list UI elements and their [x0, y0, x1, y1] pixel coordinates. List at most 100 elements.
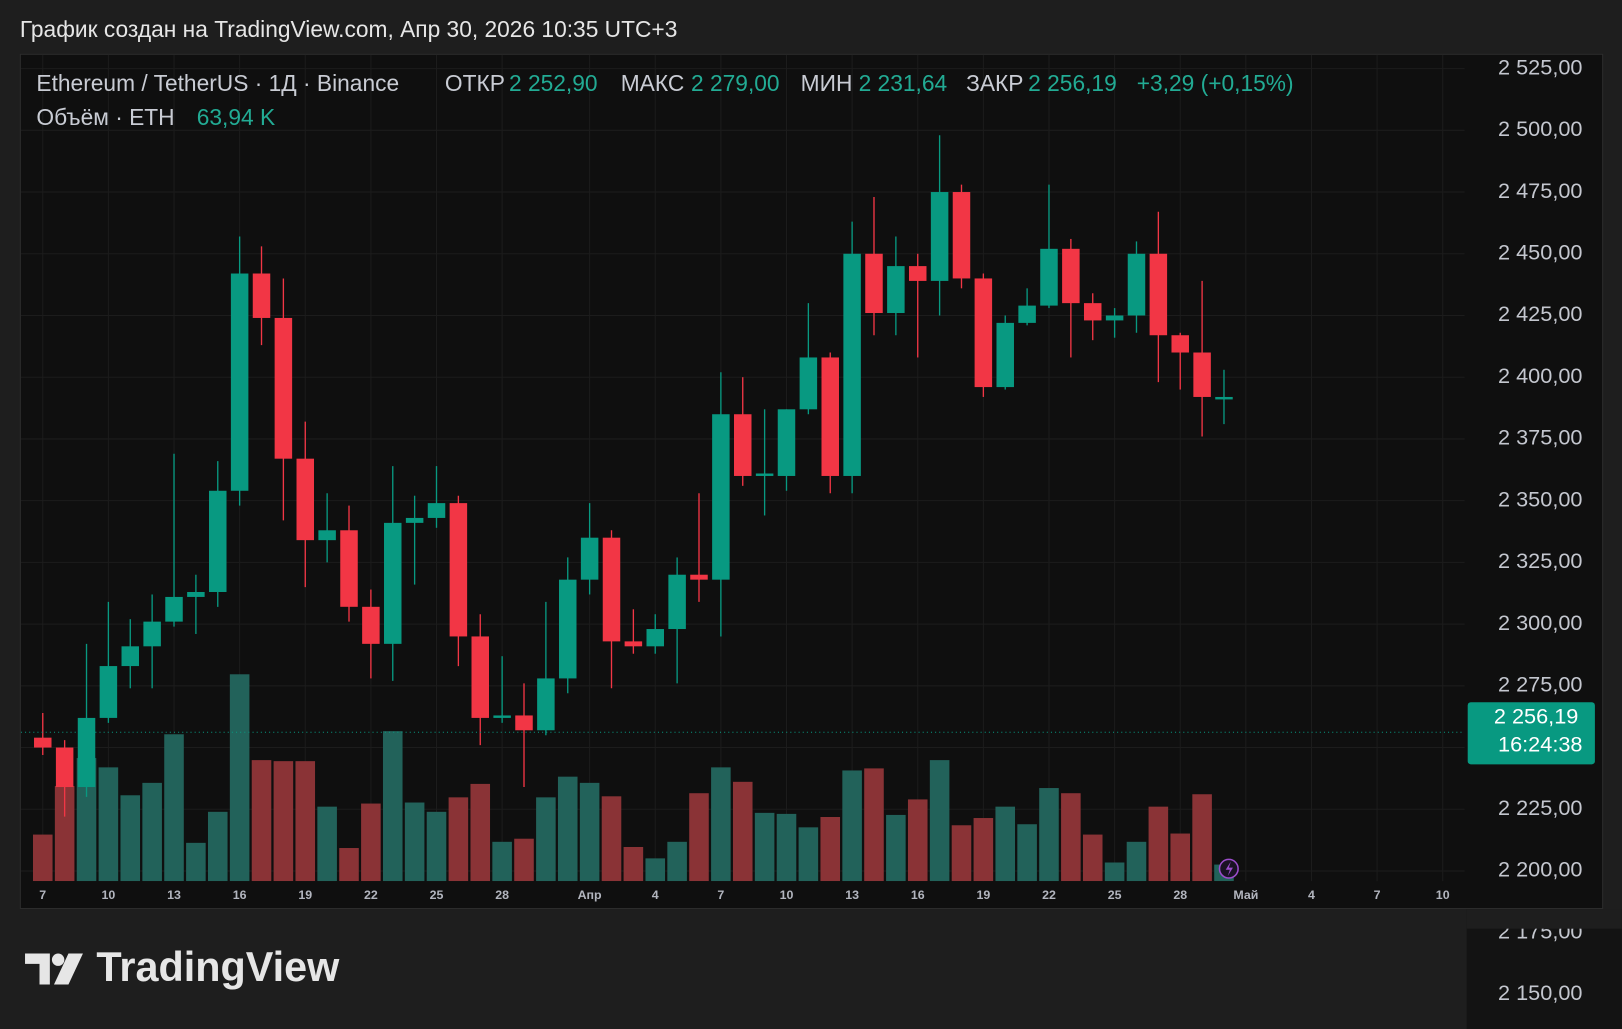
volume-bar	[448, 797, 469, 882]
x-tick-label: 7	[1374, 888, 1381, 902]
candle-body	[296, 458, 315, 541]
candle-body	[821, 357, 839, 476]
volume-bar	[951, 825, 972, 882]
candle-body	[77, 717, 96, 788]
logo-mark-dot	[51, 953, 65, 966]
x-tick-label: 4	[1308, 888, 1315, 902]
x-tick-label: 4	[652, 888, 659, 902]
y-tick-label: 2 275,00	[1498, 672, 1582, 697]
x-tick-label: 25	[430, 888, 444, 902]
candle-body	[624, 641, 643, 647]
volume-bar	[229, 674, 250, 882]
candle-body	[1062, 248, 1080, 304]
volume-bar	[557, 776, 578, 882]
volume-bar	[251, 760, 272, 882]
candle-body	[121, 646, 140, 667]
volume-bar	[54, 785, 75, 882]
x-tick-label: 28	[1173, 888, 1187, 902]
candle-body	[908, 266, 927, 281]
volume-bar	[536, 797, 556, 882]
candle-body	[1127, 253, 1146, 316]
volume-bar	[426, 811, 447, 882]
candle-body	[843, 253, 861, 476]
x-tick-label: 16	[911, 888, 925, 902]
logo-text: TradingView	[96, 944, 340, 990]
y-tick-label: 2 325,00	[1498, 548, 1582, 573]
x-tick-label: 7	[39, 888, 46, 902]
candle-body	[1171, 335, 1189, 353]
candle-body	[712, 414, 730, 580]
candle-body	[602, 537, 621, 642]
volume-bar	[995, 806, 1016, 882]
volume-bar	[1104, 862, 1125, 882]
x-tick-label: 13	[167, 888, 181, 902]
y-tick-label: 2 300,00	[1498, 610, 1582, 635]
alert-bolt	[1225, 861, 1233, 876]
volume-bar	[142, 782, 162, 882]
y-tick-label: 2 225,00	[1498, 795, 1582, 820]
volume-bar	[907, 799, 928, 882]
candle-body	[1193, 352, 1211, 397]
legend-open-label: ОТКР	[445, 70, 505, 96]
legend: Ethereum / TetherUS · 1Д · Binance ОТКР …	[36, 70, 1293, 130]
candle-body	[318, 530, 336, 541]
x-tick-label: 16	[233, 888, 247, 902]
y-tick-label: 2 400,00	[1498, 363, 1582, 388]
volume-bar	[361, 803, 381, 882]
x-tick-label: 10	[780, 888, 794, 902]
alert-icon[interactable]	[1218, 858, 1239, 879]
volume-bar	[317, 806, 337, 882]
legend-close-label: ЗАКР	[966, 70, 1023, 96]
volume-bar	[776, 813, 797, 882]
candle-body	[974, 278, 993, 388]
x-tick-label: Май	[1233, 888, 1258, 902]
volume-bar	[1192, 794, 1212, 882]
legend-high-label: МАКС	[621, 70, 685, 96]
candle-body	[449, 503, 468, 637]
candle-body	[777, 409, 796, 476]
y-tick-label: 2 200,00	[1498, 857, 1582, 882]
volume-bar	[1148, 806, 1169, 882]
candle-body	[405, 517, 424, 523]
candle-body	[1105, 315, 1124, 321]
volume-bar	[1170, 833, 1191, 882]
y-tick-label: 2 475,00	[1498, 178, 1582, 203]
x-tick-label: 10	[1436, 888, 1450, 902]
x-tick-label: 19	[976, 888, 990, 902]
x-tick-label: Апр	[578, 888, 602, 902]
volume-bar	[864, 768, 884, 882]
candle-body	[362, 606, 380, 644]
logo-mark-t	[25, 953, 50, 985]
y-tick-label: 2 525,00	[1498, 54, 1582, 79]
volume-bar	[667, 841, 687, 882]
candle-body	[1149, 253, 1168, 336]
logo: TradingView	[25, 944, 340, 990]
volume-bar	[929, 760, 950, 882]
y-tick-label: 2 450,00	[1498, 239, 1582, 264]
volume-bar	[579, 782, 600, 882]
candle-body	[274, 317, 293, 459]
legend-high: 2 279,00	[691, 70, 780, 96]
legend-low-label: МИН	[801, 70, 853, 96]
header-title: График создан на TradingView.com, Апр 30…	[20, 16, 678, 42]
volume-bar	[842, 770, 862, 882]
volume-bar	[711, 767, 731, 882]
x-tick-label: 25	[1108, 888, 1122, 902]
volume-bar	[1126, 841, 1147, 882]
candle-body	[930, 192, 949, 281]
candle-body	[1018, 305, 1036, 323]
volume-bar	[645, 858, 666, 882]
volume-bar	[207, 811, 228, 882]
volume-bar	[295, 761, 316, 882]
candle-body	[559, 579, 577, 679]
y-tick-label: 2 425,00	[1498, 301, 1582, 326]
volume-bar	[754, 812, 775, 882]
price-axis-overflow	[1466, 909, 1622, 1029]
candle-body	[580, 537, 599, 580]
candle-body	[230, 273, 249, 491]
candle-body	[493, 715, 511, 718]
candle-body	[668, 574, 686, 630]
legend-symbol: Ethereum / TetherUS · 1Д · Binance	[36, 70, 399, 96]
last-price-tag	[1467, 702, 1595, 765]
